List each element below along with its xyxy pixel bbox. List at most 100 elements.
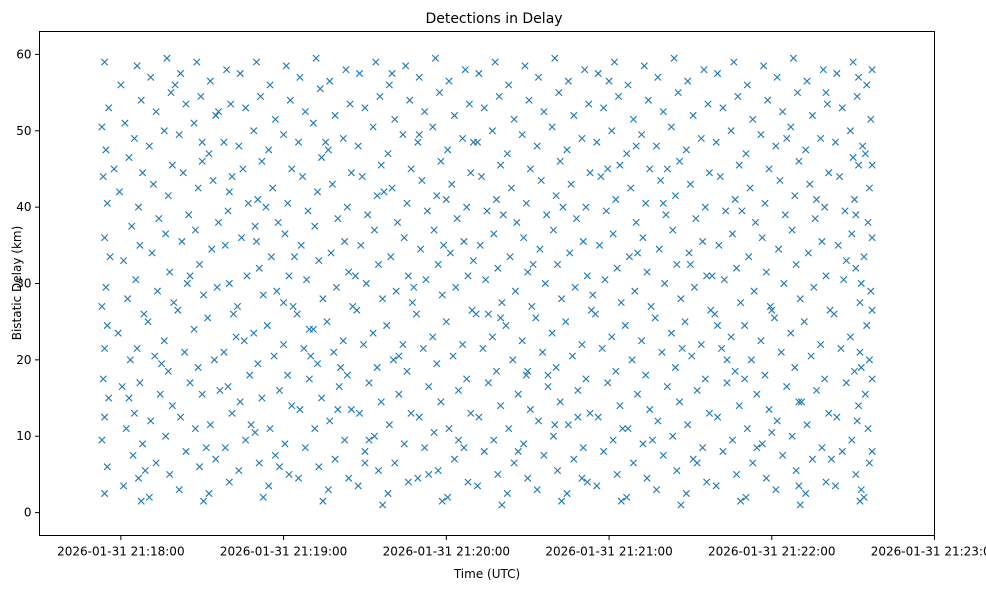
data-point-marker [553,260,562,268]
data-point-marker [430,428,438,436]
data-point-marker [823,100,831,108]
data-point-marker [624,81,632,89]
data-point-marker [425,470,433,478]
data-point-marker [536,245,544,253]
data-point-marker [228,173,236,181]
data-point-marker [581,66,589,74]
data-point-marker [663,165,671,173]
data-point-marker [239,165,247,173]
data-point-marker [399,131,407,139]
data-point-marker [357,241,365,249]
data-point-marker [442,318,450,326]
data-point-marker [374,260,383,268]
data-point-marker [395,352,403,360]
data-point-marker [518,337,526,345]
data-point-marker [178,237,186,246]
data-point-marker [296,73,304,81]
data-point-marker [317,153,326,162]
data-point-marker [548,123,556,131]
data-point-marker [674,89,682,97]
data-point-marker [787,329,795,337]
data-point-marker [332,283,341,291]
data-point-marker [495,92,503,100]
data-point-marker [749,459,757,467]
data-point-marker [198,157,206,165]
data-point-marker [254,195,262,204]
data-point-marker [522,199,530,207]
data-point-marker [162,230,170,238]
data-point-marker [384,150,392,158]
data-point-marker [831,138,840,146]
data-point-marker [339,134,347,142]
data-point-marker [362,279,370,288]
data-point-marker [792,467,800,475]
data-point-marker [643,268,651,276]
data-point-marker [430,226,438,234]
data-point-marker [685,249,693,257]
data-point-marker [437,398,445,406]
data-point-marker [735,402,743,410]
data-point-marker [346,100,354,108]
data-point-marker [191,425,200,433]
data-point-marker [354,142,362,150]
data-point-marker [720,276,728,284]
data-point-marker [454,436,463,444]
data-point-marker [223,66,231,74]
data-point-marker [747,356,756,364]
data-point-marker [684,77,692,85]
data-point-marker [164,192,172,200]
data-point-marker [303,276,311,284]
data-point-marker [475,413,483,421]
data-point-marker [802,489,810,498]
data-point-marker [609,436,617,444]
data-point-marker [435,89,444,97]
data-point-marker [658,348,666,356]
data-point-marker [553,467,562,475]
data-point-marker [520,234,528,242]
data-point-marker [860,493,868,501]
data-point-marker [659,199,667,207]
data-point-marker [206,421,214,429]
data-point-marker [345,474,353,482]
data-point-marker [460,444,468,452]
data-point-marker [370,226,379,234]
data-point-marker [860,253,868,261]
data-point-marker [541,279,549,288]
data-point-marker [242,104,250,112]
data-point-marker [796,501,804,509]
data-point-marker [459,134,467,142]
data-point-marker [429,123,437,131]
data-point-marker [850,195,859,204]
data-point-marker [190,325,198,333]
data-point-marker [638,131,646,139]
data-point-marker [631,287,639,295]
data-point-marker [529,260,537,268]
data-point-marker [138,169,147,177]
data-point-marker [758,234,766,242]
data-point-marker [102,146,110,154]
data-point-marker [422,276,430,284]
data-point-marker [275,463,284,471]
data-point-marker [343,371,351,379]
data-point-marker [270,352,278,360]
data-point-marker [510,459,518,467]
data-point-marker [293,310,301,318]
data-point-marker [476,241,484,249]
data-point-marker [168,161,176,169]
data-point-marker [393,218,402,226]
data-point-marker [654,73,662,81]
data-point-marker [133,62,141,70]
data-point-marker [539,348,547,356]
data-point-marker [686,180,694,188]
data-point-marker [490,230,498,238]
data-point-marker [212,455,220,463]
data-point-marker [186,379,194,387]
data-point-marker [764,96,772,104]
data-point-marker [99,375,107,383]
data-point-marker [818,444,826,452]
data-point-marker [796,295,804,303]
data-point-marker [808,455,817,463]
data-point-marker [831,482,840,490]
data-point-marker [798,398,806,406]
data-point-marker [494,264,502,272]
